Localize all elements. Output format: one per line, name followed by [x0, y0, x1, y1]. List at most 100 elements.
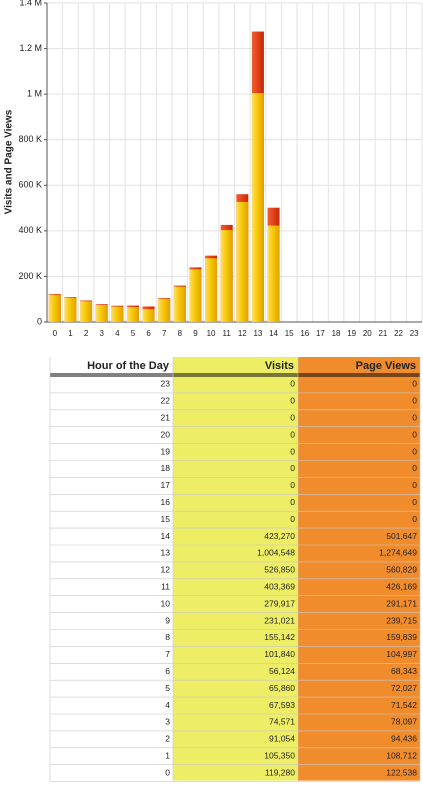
- hour-cell: 14: [161, 531, 171, 541]
- value-cell: 239,715: [386, 615, 417, 625]
- value-cell: 0: [290, 396, 295, 406]
- y-tick-label: 1 M: [27, 89, 42, 99]
- y-axis-label: Visits and Page Views: [4, 109, 15, 214]
- value-cell: 65,860: [269, 683, 295, 693]
- x-tick-label: 18: [332, 329, 341, 338]
- value-cell: 94,436: [391, 734, 417, 744]
- hour-cell: 4: [165, 700, 170, 710]
- hour-cell: 13: [161, 548, 171, 558]
- y-tick-label: 800 K: [18, 134, 42, 144]
- hour-cell: 16: [161, 497, 171, 507]
- bar: [142, 309, 155, 322]
- hour-cell: 0: [165, 767, 170, 777]
- x-tick-label: 0: [53, 329, 58, 338]
- x-tick-label: 22: [394, 329, 403, 338]
- x-tick-label: 21: [378, 329, 387, 338]
- y-tick-label: 400 K: [18, 225, 42, 235]
- y-tick-label: 1.4 M: [19, 0, 42, 7]
- header-cell: Hour of the Day: [87, 360, 170, 372]
- hour-cell: 11: [161, 582, 170, 592]
- value-cell: 56,124: [269, 666, 295, 676]
- value-cell: 560,829: [386, 565, 417, 575]
- x-tick-label: 12: [238, 329, 247, 338]
- value-cell: 0: [412, 396, 417, 406]
- x-tick-label: 4: [115, 329, 120, 338]
- hour-cell: 12: [161, 565, 171, 575]
- value-cell: 0: [290, 497, 295, 507]
- pageviews-column: [298, 357, 420, 781]
- value-cell: 0: [290, 446, 295, 456]
- value-cell: 403,369: [264, 582, 295, 592]
- x-tick-label: 6: [146, 329, 151, 338]
- value-cell: 423,270: [264, 531, 295, 541]
- header-cell: Page Views: [356, 360, 416, 372]
- hour-cell: 2: [165, 734, 170, 744]
- value-cell: 108,712: [386, 751, 417, 761]
- bar: [251, 93, 264, 322]
- x-tick-label: 5: [131, 329, 136, 338]
- x-tick-label: 8: [178, 329, 183, 338]
- value-cell: 0: [290, 514, 295, 524]
- value-cell: 72,027: [391, 683, 417, 693]
- hour-cell: 1: [165, 751, 170, 761]
- value-cell: 159,839: [386, 632, 417, 642]
- hour-cell: 22: [161, 396, 171, 406]
- value-cell: 105,350: [264, 751, 295, 761]
- value-cell: 0: [412, 514, 417, 524]
- value-cell: 0: [412, 497, 417, 507]
- y-tick-label: 1.2 M: [19, 43, 42, 53]
- bar: [111, 306, 124, 322]
- value-cell: 104,997: [386, 649, 417, 659]
- value-cell: 0: [290, 413, 295, 423]
- bar: [267, 225, 280, 322]
- value-cell: 0: [412, 446, 417, 456]
- hour-cell: 10: [161, 598, 171, 608]
- hour-cell: 15: [161, 514, 171, 524]
- value-cell: 78,097: [391, 717, 417, 727]
- x-tick-label: 20: [363, 329, 372, 338]
- x-tick-label: 7: [162, 329, 167, 338]
- bar: [126, 306, 139, 322]
- hour-cell: 7: [165, 649, 170, 659]
- value-cell: 0: [290, 429, 295, 439]
- value-cell: 0: [290, 480, 295, 490]
- bar: [236, 201, 249, 322]
- value-cell: 501,647: [386, 531, 417, 541]
- x-tick-label: 11: [223, 329, 232, 338]
- hour-cell: 21: [161, 413, 171, 423]
- value-cell: 0: [290, 379, 295, 389]
- hour-cell: 5: [165, 683, 170, 693]
- value-cell: 71,542: [391, 700, 417, 710]
- bar: [205, 258, 218, 322]
- value-cell: 0: [412, 463, 417, 473]
- x-tick-label: 10: [207, 329, 216, 338]
- value-cell: 231,021: [264, 615, 295, 625]
- value-cell: 0: [412, 379, 417, 389]
- value-cell: 67,593: [269, 700, 295, 710]
- value-cell: 1,004,548: [257, 548, 295, 558]
- y-tick-label: 600 K: [18, 180, 42, 190]
- value-cell: 101,840: [264, 649, 295, 659]
- bar: [158, 298, 171, 322]
- hour-cell: 9: [165, 615, 170, 625]
- value-cell: 155,142: [264, 632, 295, 642]
- x-tick-label: 15: [285, 329, 294, 338]
- x-tick-label: 3: [99, 329, 104, 338]
- hour-cell: 3: [165, 717, 170, 727]
- value-cell: 74,571: [269, 717, 295, 727]
- bar: [173, 286, 186, 322]
- x-tick-label: 23: [410, 329, 419, 338]
- value-cell: 1,274,649: [379, 548, 417, 558]
- y-tick-label: 0: [37, 316, 42, 326]
- hour-cell: 17: [161, 480, 171, 490]
- bar: [95, 305, 108, 322]
- value-cell: 0: [412, 429, 417, 439]
- value-cell: 0: [290, 463, 295, 473]
- x-tick-label: 2: [84, 329, 89, 338]
- value-cell: 279,917: [264, 598, 295, 608]
- hour-cell: 18: [161, 463, 171, 473]
- value-cell: 426,169: [386, 582, 417, 592]
